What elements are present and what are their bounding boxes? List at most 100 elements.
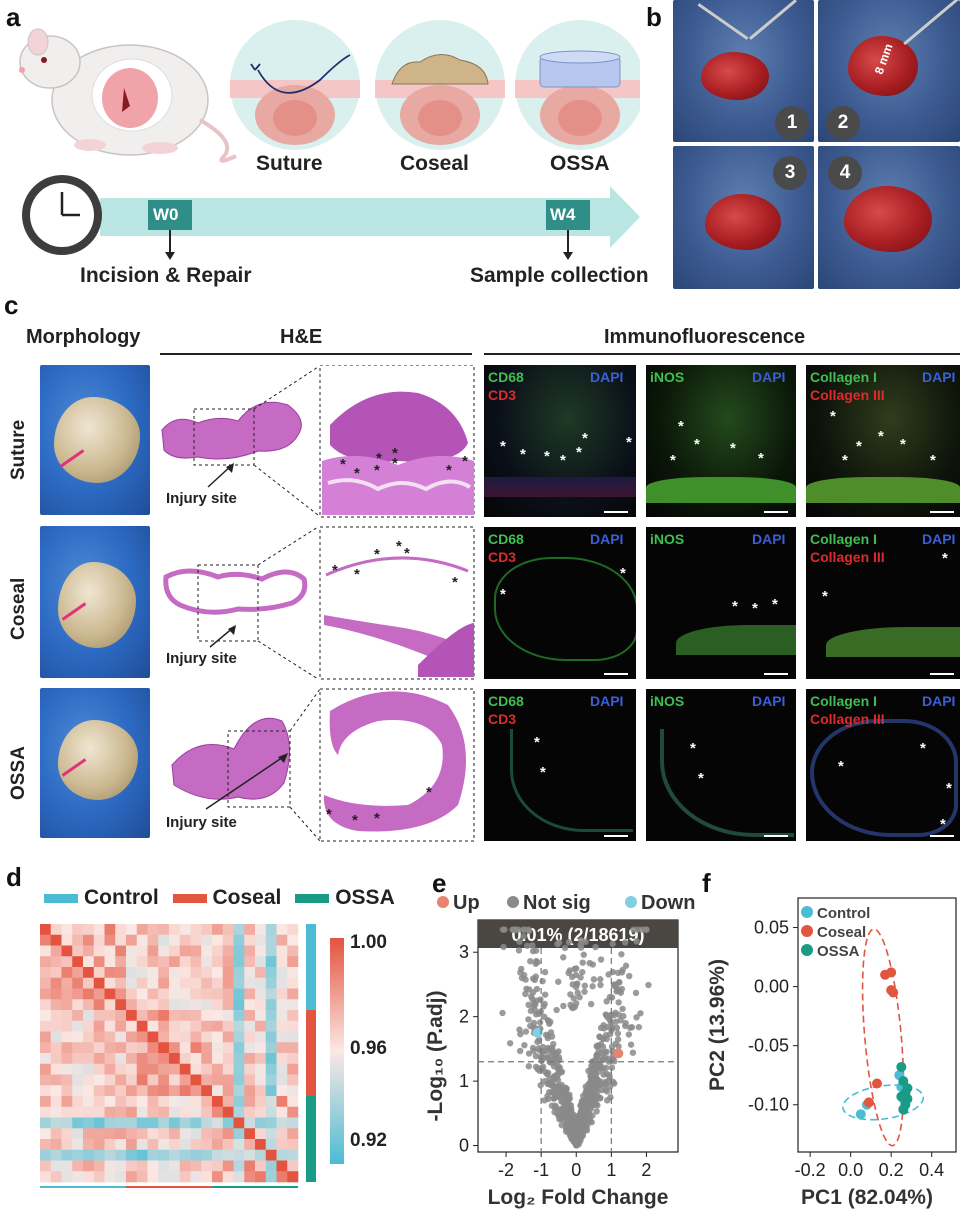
heatmap-cell (61, 1053, 73, 1065)
heatmap-cell (190, 999, 202, 1011)
heatmap-cell (265, 988, 277, 1000)
heatmap-cell (287, 934, 299, 946)
if-suture-collagen: Collagen I DAPI Collagen III (806, 365, 960, 517)
heatmap-cell (61, 924, 73, 936)
heatmap-cell (126, 1074, 138, 1086)
heatmap-cell (136, 1096, 148, 1108)
heatmap-cell (222, 1010, 234, 1022)
heatmap-cell (104, 1074, 116, 1086)
point-not-sig (633, 938, 640, 945)
point-not-sig (582, 1083, 589, 1090)
heatmap-cell (201, 967, 213, 979)
heatmap-cell (104, 924, 116, 936)
heatmap-cell (83, 1171, 95, 1183)
step-badge-1: 1 (775, 106, 809, 140)
heatmap-cell (61, 956, 73, 968)
point-not-sig (615, 1043, 622, 1050)
point-not-sig (540, 1003, 547, 1010)
asterisk-mark: * (758, 450, 764, 467)
heatmap-cell (136, 1053, 148, 1065)
heatmap-cell (93, 1106, 105, 1118)
point-not-sig (627, 1041, 635, 1048)
heatmap-cell (276, 1042, 288, 1054)
heatmap-cell (287, 1074, 299, 1086)
asterisk-mark: * (920, 740, 926, 757)
point-not-sig (592, 1094, 599, 1101)
volcano-plot: Up Not sig Down 0.01% (2/18619) -2 -1 0 1 2 0 1 2 3 L… (424, 892, 695, 1209)
heatmap-cell (222, 1074, 234, 1086)
heatmap-cell (40, 1171, 52, 1183)
heatmap-cell (72, 1053, 84, 1065)
point-not-sig (575, 1129, 582, 1137)
marker-dapi: DAPI (752, 369, 786, 385)
heatmap-cell (61, 1085, 73, 1097)
heatmap-cell (212, 1106, 224, 1118)
marker-dapi: DAPI (752, 531, 786, 547)
if-coseal-cd68-cd3: CD68 DAPI CD3 (484, 527, 636, 679)
heatmap-cell (212, 1010, 224, 1022)
heatmap-cell (104, 1042, 116, 1054)
photo-step-1: 1 (673, 0, 814, 142)
heatmap-cell (83, 988, 95, 1000)
heatmap-cell (233, 1106, 245, 1118)
heatmap-cell (136, 1010, 148, 1022)
heatmap-cell (222, 956, 234, 968)
heatmap-cell (276, 1149, 288, 1161)
heatmap-cell (233, 924, 245, 936)
heatmap-cell (126, 1063, 138, 1075)
point-not-sig (609, 968, 617, 976)
y-tick-label: 1 (459, 1071, 469, 1091)
heatmap-cell (169, 924, 181, 936)
point-not-sig (567, 1001, 574, 1009)
heatmap-cell (115, 1074, 127, 1086)
heatmap-cell (126, 924, 138, 936)
heatmap-cell (72, 1010, 84, 1022)
heatmap-cell (169, 1063, 181, 1075)
heatmap-cell (201, 1042, 213, 1054)
heatmap-cell (93, 999, 105, 1011)
heatmap-cell (255, 1149, 267, 1161)
heatmap-cell (83, 956, 95, 968)
asterisk-mark: * (576, 444, 582, 461)
heatmap-cell (212, 1128, 224, 1140)
heatmap-cell (233, 988, 245, 1000)
heatmap-cell (61, 945, 73, 957)
heatmap-cell (50, 1117, 62, 1129)
heatmap-cell (201, 1031, 213, 1043)
heatmap-cell (190, 1139, 202, 1151)
heatmap-cell (93, 967, 105, 979)
heatmap-cell (115, 1010, 127, 1022)
heatmap-cell (50, 934, 62, 946)
heatmap-cell (136, 1139, 148, 1151)
heatmap-cell (93, 956, 105, 968)
heatmap-cell (287, 967, 299, 979)
heatmap-cell (190, 1171, 202, 1183)
heatmap-cell (93, 1117, 105, 1129)
point-not-sig (618, 951, 625, 958)
heatmap-cell (136, 1085, 148, 1097)
heatmap-cell (265, 967, 277, 979)
method-label-coseal: Coseal (400, 152, 469, 175)
point-not-sig (529, 1044, 537, 1052)
heatmap-cell (158, 967, 170, 979)
legend-label-down: Down (641, 892, 695, 914)
heatmap-cell (136, 999, 148, 1011)
asterisk-mark: * (374, 546, 380, 563)
heatmap-cell (190, 945, 202, 957)
heatmap-cell (287, 956, 299, 968)
point-not-sig (622, 939, 629, 946)
heatmap-cell (244, 1010, 256, 1022)
heatmap-cell (147, 1117, 159, 1129)
heatmap-cell (104, 1031, 116, 1043)
heatmap-cell (201, 1096, 213, 1108)
heatmap-cell (158, 1117, 170, 1129)
heatmap-cell (158, 1053, 170, 1065)
point-not-sig (581, 982, 589, 989)
injury-label-ossa: Injury site (166, 814, 237, 831)
asterisk-mark: * (620, 565, 626, 582)
heatmap-cell (190, 988, 202, 1000)
rat-illustration (19, 28, 237, 163)
point-not-sig (626, 972, 633, 980)
heatmap-cell (93, 1139, 105, 1151)
heatmap-cell (244, 1128, 256, 1140)
